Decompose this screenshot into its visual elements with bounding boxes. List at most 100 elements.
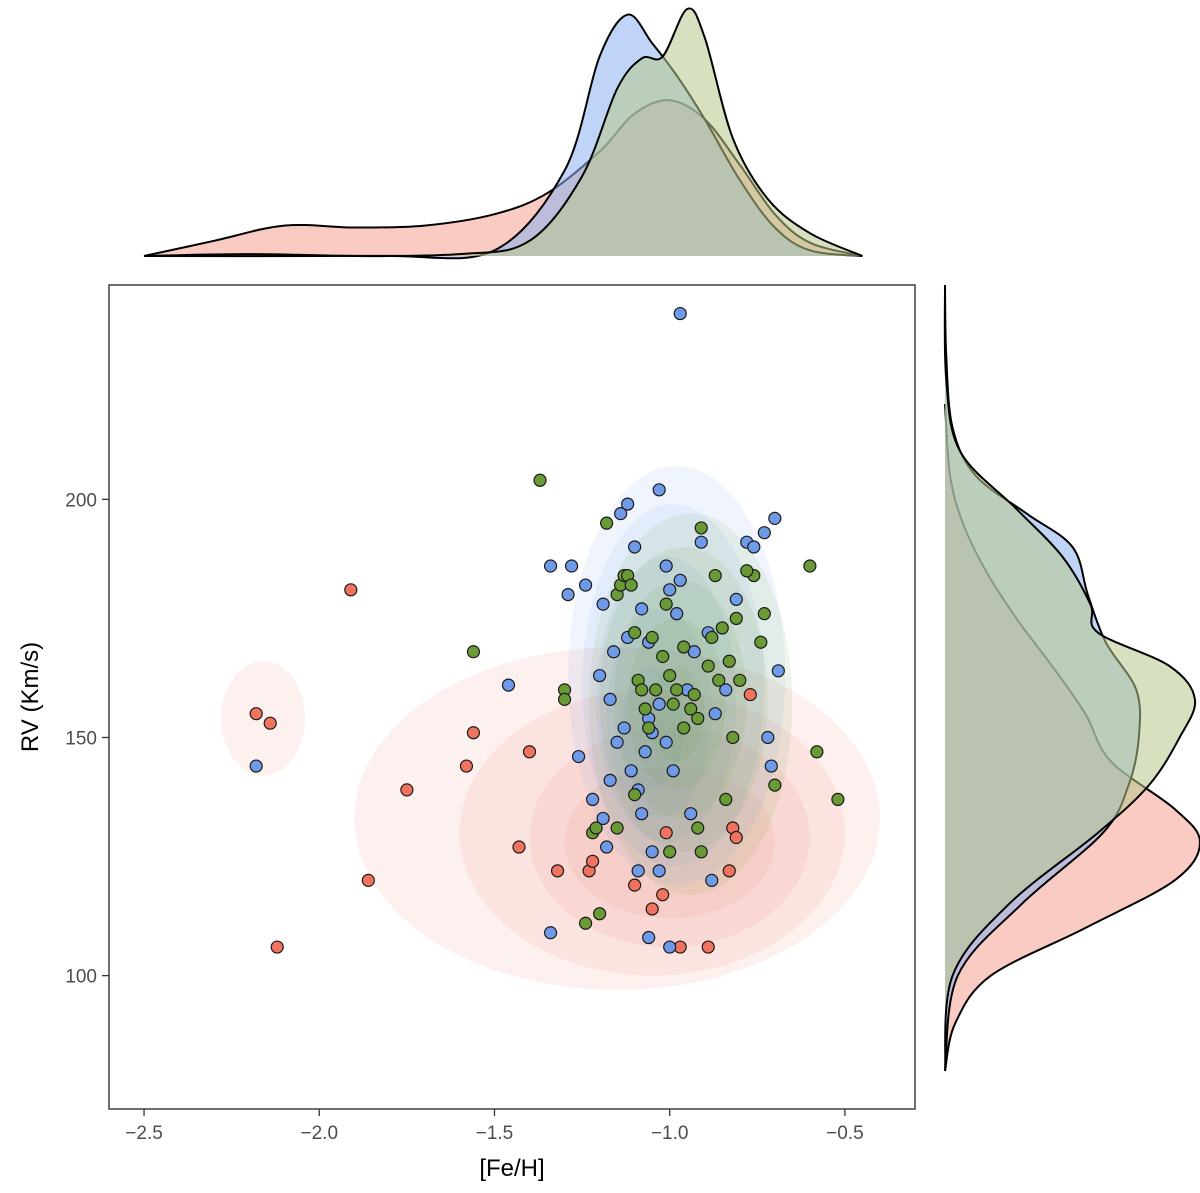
blue-point (561, 587, 575, 602)
green-point (663, 845, 677, 859)
blue-point (578, 578, 593, 592)
green-point (768, 778, 782, 792)
green-point (705, 630, 719, 645)
green-point (642, 721, 656, 735)
green-point (715, 621, 729, 635)
green-point (593, 907, 607, 921)
density-contours (221, 465, 880, 990)
green-point (687, 688, 701, 702)
y-axis: 100 150 200 (65, 490, 109, 988)
green-point (722, 654, 736, 668)
green-point (691, 821, 705, 835)
red-point (466, 726, 481, 740)
red-point (645, 902, 659, 916)
blue-point (670, 607, 684, 621)
blue-point (603, 773, 617, 787)
blue-point (652, 697, 666, 711)
blue-point (645, 845, 659, 859)
x-tick-label: −2.5 (125, 1123, 163, 1144)
x-tick-label: −1.0 (651, 1123, 689, 1144)
blue-point (652, 864, 666, 878)
blue-point (614, 507, 628, 521)
green-right-density-fill (944, 285, 1196, 1071)
blue-point (596, 811, 610, 826)
green-point (624, 578, 638, 592)
blue-point (729, 592, 743, 606)
blue-point (571, 749, 586, 764)
green-point (466, 645, 481, 659)
blue-point (564, 559, 579, 573)
blue-point (603, 692, 617, 706)
green-point (670, 683, 684, 697)
green-point (645, 630, 659, 645)
green-point (701, 659, 715, 673)
green-point (712, 673, 726, 687)
red-point (729, 830, 743, 845)
red-density-level (354, 646, 880, 990)
green-point (610, 821, 624, 835)
green-point (726, 730, 740, 745)
green-point (719, 792, 733, 807)
green-top-density-line (143, 7, 863, 258)
blue-point (666, 764, 680, 778)
blue-point (663, 583, 677, 597)
red-point (512, 840, 526, 854)
blue-point (694, 535, 708, 549)
blue-point (747, 540, 761, 554)
blue-point (585, 792, 600, 807)
green-point (628, 626, 642, 640)
blue-point (624, 764, 638, 778)
red-point (722, 864, 736, 878)
green-point (729, 611, 743, 626)
green-point (638, 702, 652, 716)
green-point (635, 683, 649, 697)
x-axis: −2.5 −2.0 −1.5 −1.0 −0.5 (125, 1109, 864, 1144)
blue-point (663, 940, 677, 954)
blue-point (764, 759, 778, 773)
green-point (831, 792, 845, 807)
green-point (733, 673, 747, 687)
red-point (361, 873, 375, 887)
blue-point (638, 745, 652, 759)
blue-point (543, 926, 558, 940)
red-point (656, 888, 670, 902)
blue-point (501, 678, 516, 692)
y-tick-label: 150 (65, 728, 97, 749)
green-point (578, 916, 593, 930)
green-point (557, 692, 572, 706)
blue-point (635, 807, 649, 821)
red-point (585, 854, 600, 868)
red-point (701, 940, 715, 954)
blue-point (659, 559, 673, 573)
blue-point (757, 526, 771, 540)
blue-point (652, 483, 666, 497)
green-point (803, 559, 817, 573)
red-point (459, 759, 474, 773)
green-point (684, 702, 698, 716)
green-point (757, 607, 771, 621)
right-marginal-density (943, 284, 1200, 1072)
green-point (589, 821, 603, 835)
red-point (344, 583, 358, 597)
blue-point (596, 597, 610, 611)
blue-point (593, 668, 607, 683)
blue-point (659, 735, 673, 749)
plot-panel-border (108, 284, 916, 1110)
y-tick-label: 200 (65, 490, 97, 511)
scatter-points (249, 306, 845, 954)
y-tick-label: 100 (65, 967, 97, 988)
blue-point (719, 683, 733, 697)
green-point (659, 597, 673, 611)
blue-point (673, 573, 687, 587)
green-point (649, 683, 663, 697)
red-point (400, 783, 414, 797)
red-point (249, 707, 263, 721)
red-density-level (459, 689, 845, 976)
blue-point (761, 730, 775, 745)
red-point (522, 745, 537, 759)
green-point (691, 711, 705, 726)
green-top-density-fill (144, 8, 863, 257)
green-point (666, 697, 680, 711)
blue-point (607, 645, 621, 659)
